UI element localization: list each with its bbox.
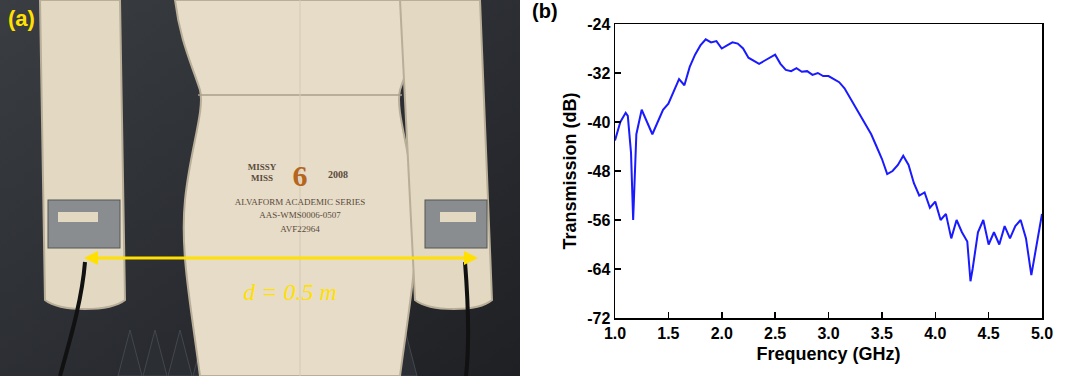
svg-text:2008: 2008 bbox=[328, 169, 348, 180]
svg-text:AVF22964: AVF22964 bbox=[280, 224, 320, 234]
svg-text:-40: -40 bbox=[587, 114, 610, 131]
svg-text:6: 6 bbox=[293, 159, 308, 192]
svg-text:Transmission (dB): Transmission (dB) bbox=[560, 92, 580, 249]
svg-text:ALVAFORM ACADEMIC SERIES: ALVAFORM ACADEMIC SERIES bbox=[235, 197, 366, 207]
svg-text:-24: -24 bbox=[587, 16, 610, 33]
svg-text:4.0: 4.0 bbox=[924, 325, 946, 342]
svg-text:1.0: 1.0 bbox=[604, 325, 626, 342]
svg-text:AAS-WMS0006-0507: AAS-WMS0006-0507 bbox=[259, 210, 341, 220]
svg-text:MISS: MISS bbox=[251, 173, 273, 183]
svg-text:3.5: 3.5 bbox=[871, 325, 893, 342]
svg-text:-72: -72 bbox=[587, 310, 610, 327]
svg-text:5.0: 5.0 bbox=[1031, 325, 1053, 342]
svg-text:3.0: 3.0 bbox=[817, 325, 839, 342]
svg-text:2.5: 2.5 bbox=[764, 325, 786, 342]
svg-text:MISSY: MISSY bbox=[248, 162, 277, 172]
svg-text:(a): (a) bbox=[8, 6, 35, 31]
svg-text:-64: -64 bbox=[587, 261, 610, 278]
svg-text:2.0: 2.0 bbox=[711, 325, 733, 342]
svg-text:d = 0.5 m: d = 0.5 m bbox=[243, 279, 337, 305]
svg-text:4.5: 4.5 bbox=[978, 325, 1000, 342]
svg-text:Frequency (GHz): Frequency (GHz) bbox=[756, 344, 900, 364]
svg-text:1.5: 1.5 bbox=[657, 325, 679, 342]
svg-text:-32: -32 bbox=[587, 65, 610, 82]
svg-text:-48: -48 bbox=[587, 163, 610, 180]
html-text:(b): (b) bbox=[532, 0, 558, 22]
svg-text:-56: -56 bbox=[587, 212, 610, 229]
